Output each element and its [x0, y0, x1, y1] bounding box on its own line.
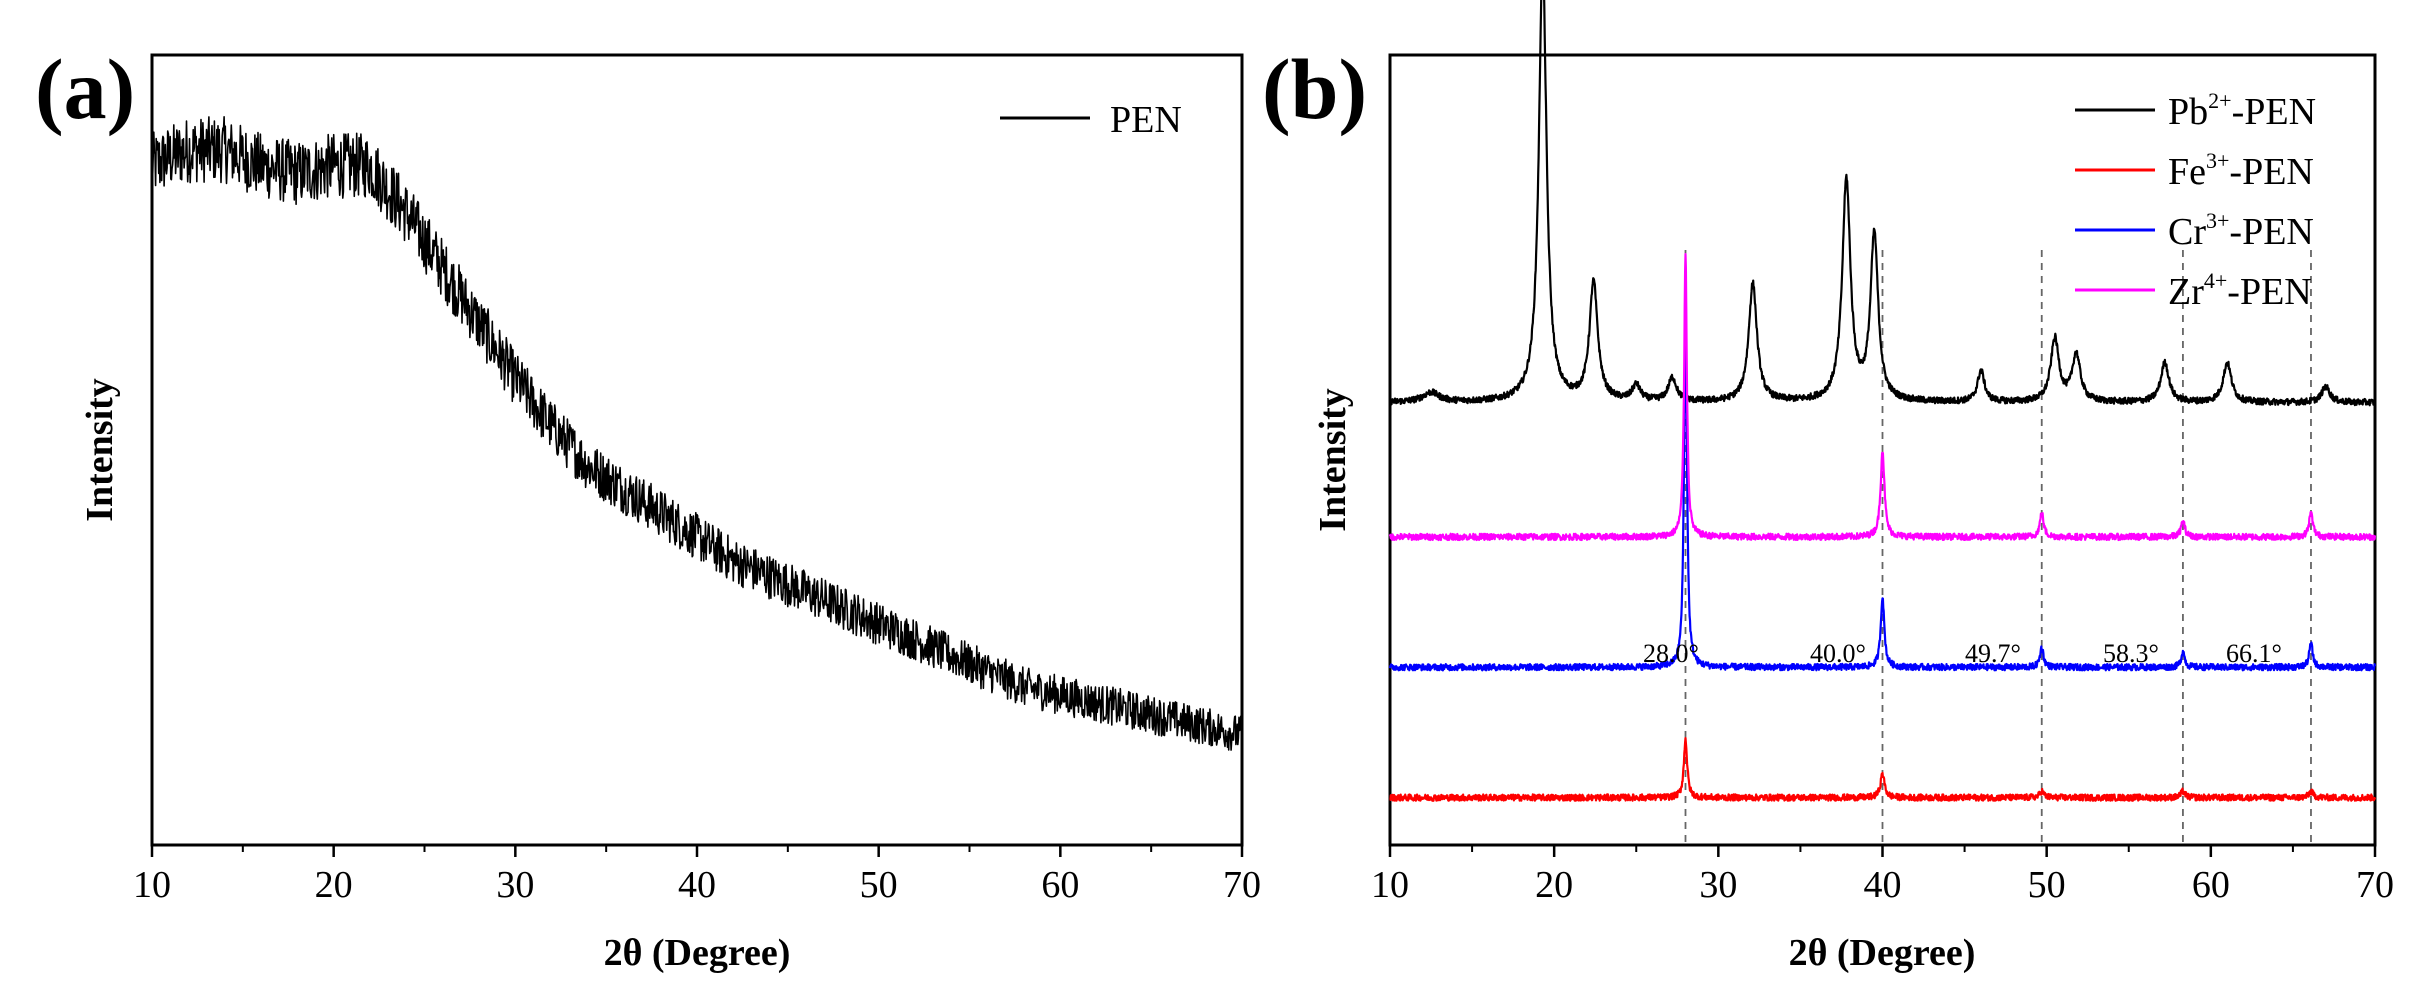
x-tick-label-10: 10 [1371, 864, 1409, 906]
x-tick-label-10: 10 [133, 864, 171, 906]
x-tick-label-50: 50 [860, 864, 898, 906]
annotation-28-0: 28.0° [1643, 639, 1699, 668]
x-tick-label-40: 40 [678, 864, 716, 906]
panel-b-chart: (b) 10 20 30 40 50 60 70 28.0° 40.0° 49.7° 58.… [1262, 0, 2394, 974]
panel-b-annotations: 28.0° 40.0° 49.7° 58.3° 66.1° [1643, 639, 2282, 668]
x-tick-label-20: 20 [1535, 864, 1573, 906]
annotation-66-1: 66.1° [2226, 639, 2282, 668]
panel-a-label: (a) [35, 41, 135, 137]
legend-label-zr: Zr4+-PEN [2168, 268, 2312, 313]
x-tick-label-40: 40 [1864, 864, 1902, 906]
x-tick-label-20: 20 [315, 864, 353, 906]
panel-b-pb-pen-line [1388, 0, 2377, 407]
panel-b-legend: Pb2+-PEN Fe3+-PEN Cr3+-PEN Zr4+-PEN [2075, 88, 2316, 313]
x-tick-label-70: 70 [2356, 864, 2394, 906]
panel-b-fe-pen-line [1389, 737, 2377, 802]
legend-label-cr: Cr3+-PEN [2168, 208, 2314, 253]
panel-b-y-axis-title: Intensity [1312, 388, 1354, 532]
annotation-58-3: 58.3° [2103, 639, 2159, 668]
panel-a-chart: (a) 10 20 30 40 50 60 70 PEN 2θ (Degree) Inten… [35, 41, 1261, 974]
panel-a-pen-line [151, 116, 1243, 751]
legend-label-fe: Fe3+-PEN [2168, 148, 2314, 193]
x-tick-label-50: 50 [2028, 864, 2066, 906]
panel-b-cr-pen-line [1388, 277, 2377, 672]
legend-label-pb: Pb2+-PEN [2168, 88, 2316, 133]
panel-b-reference-lines [1684, 250, 2312, 845]
panel-a-y-axis-title: Intensity [79, 378, 121, 522]
panel-a-x-axis-title: 2θ (Degree) [604, 932, 791, 974]
annotation-49-7: 49.7° [1965, 639, 2021, 668]
panel-b-x-ticks: 10 20 30 40 50 60 70 [1371, 845, 2394, 906]
x-tick-label-60: 60 [1041, 864, 1079, 906]
x-tick-label-60: 60 [2192, 864, 2230, 906]
panel-b-x-axis-title: 2θ (Degree) [1789, 932, 1976, 974]
panel-b-zr-pen-line [1388, 253, 2377, 542]
panel-b-label: (b) [1262, 41, 1367, 137]
panel-a-legend-pen: PEN [1110, 99, 1182, 141]
x-tick-label-30: 30 [496, 864, 534, 906]
x-tick-label-70: 70 [1223, 864, 1261, 906]
annotation-40-0: 40.0° [1810, 639, 1866, 668]
panel-a-x-ticks: 10 20 30 40 50 60 70 [133, 845, 1261, 906]
x-tick-label-30: 30 [1699, 864, 1737, 906]
